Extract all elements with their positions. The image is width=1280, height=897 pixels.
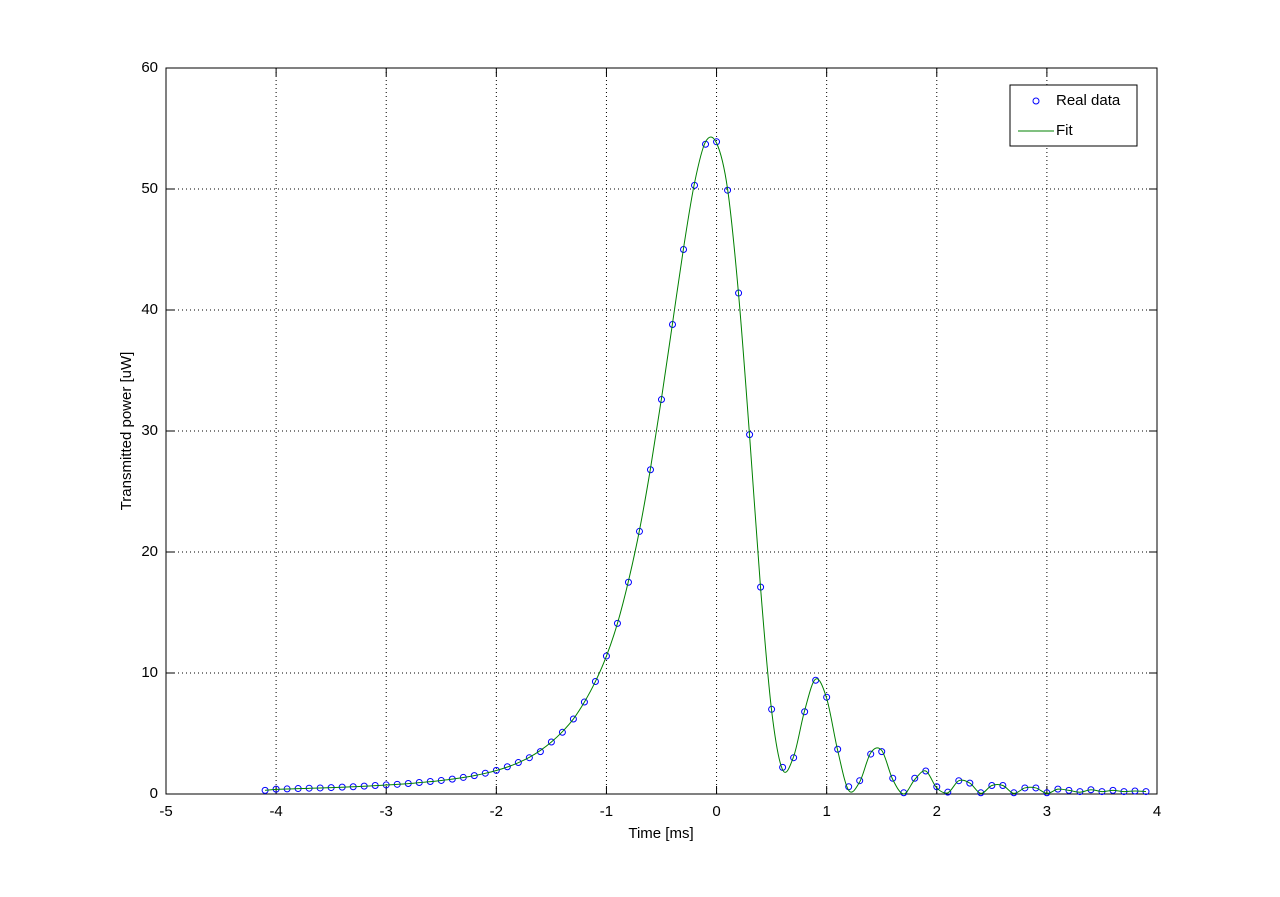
data-point xyxy=(1021,784,1029,792)
x-tick-label: 1 xyxy=(822,803,830,820)
data-point xyxy=(591,677,599,685)
data-point xyxy=(503,763,511,771)
data-point xyxy=(988,782,996,790)
x-tick-label: 0 xyxy=(712,803,720,820)
y-tick-label: 20 xyxy=(141,543,158,560)
y-axis-label: Transmitted power [uW] xyxy=(118,352,135,511)
data-point xyxy=(525,754,533,762)
data-point xyxy=(911,774,919,782)
data-point xyxy=(602,652,610,660)
x-tick-label: -5 xyxy=(159,803,172,820)
data-point xyxy=(492,766,500,774)
data-point xyxy=(514,759,522,767)
data-point xyxy=(481,769,489,777)
y-tick-label: 40 xyxy=(141,301,158,318)
data-point xyxy=(558,728,566,736)
legend-label: Fit xyxy=(1056,122,1073,139)
y-tick-label: 0 xyxy=(150,785,158,802)
data-point xyxy=(569,715,577,723)
legend-label: Real data xyxy=(1056,92,1121,109)
x-tick-label: -4 xyxy=(269,803,282,820)
data-point xyxy=(878,748,886,756)
x-tick-label: -2 xyxy=(490,803,503,820)
data-point xyxy=(613,619,621,627)
data-point xyxy=(470,772,478,780)
y-tick-label: 50 xyxy=(141,180,158,197)
data-point xyxy=(999,782,1007,790)
data-point xyxy=(889,774,897,782)
x-tick-label: -3 xyxy=(380,803,393,820)
data-point xyxy=(933,783,941,791)
y-tick-label: 60 xyxy=(141,59,158,76)
plot-frame xyxy=(165,67,1158,795)
legend-box xyxy=(1009,84,1138,147)
x-tick-label: 4 xyxy=(1153,803,1161,820)
plot-area xyxy=(166,68,1157,794)
data-point xyxy=(536,748,544,756)
data-point xyxy=(856,777,864,785)
x-tick-label: 3 xyxy=(1043,803,1051,820)
data-point xyxy=(1032,784,1040,792)
data-point xyxy=(1065,786,1073,794)
legend-marker xyxy=(1032,97,1040,105)
data-point xyxy=(944,788,952,796)
data-point xyxy=(966,779,974,787)
y-tick-label: 10 xyxy=(141,664,158,681)
y-tick-label: 30 xyxy=(141,422,158,439)
data-point xyxy=(867,750,875,758)
x-tick-label: 2 xyxy=(933,803,941,820)
data-point xyxy=(547,738,555,746)
fit-line xyxy=(265,136,1147,795)
x-axis-label: Time [ms] xyxy=(628,825,693,842)
data-point xyxy=(580,698,588,706)
data-point xyxy=(713,138,721,146)
x-tick-label: -1 xyxy=(600,803,613,820)
data-point xyxy=(790,754,798,762)
